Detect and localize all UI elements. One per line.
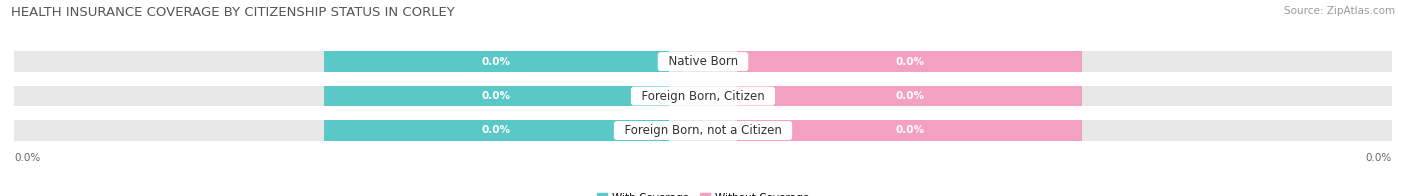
Text: Foreign Born, not a Citizen: Foreign Born, not a Citizen [617, 124, 789, 137]
Bar [14, 86, 1392, 106]
Text: 0.0%: 0.0% [896, 125, 924, 135]
Text: 0.0%: 0.0% [14, 153, 41, 163]
Text: 0.0%: 0.0% [482, 91, 510, 101]
Text: Foreign Born, Citizen: Foreign Born, Citizen [634, 90, 772, 103]
Text: HEALTH INSURANCE COVERAGE BY CITIZENSHIP STATUS IN CORLEY: HEALTH INSURANCE COVERAGE BY CITIZENSHIP… [11, 6, 456, 19]
Bar [14, 120, 1392, 141]
Text: 0.0%: 0.0% [1365, 153, 1392, 163]
Text: 0.0%: 0.0% [896, 91, 924, 101]
Bar [323, 86, 668, 106]
Text: 0.0%: 0.0% [896, 57, 924, 67]
Bar [738, 120, 1083, 141]
Bar [738, 51, 1083, 72]
Bar [323, 51, 668, 72]
Legend: With Coverage, Without Coverage: With Coverage, Without Coverage [592, 188, 814, 196]
Bar [323, 120, 668, 141]
Bar [738, 86, 1083, 106]
Text: Native Born: Native Born [661, 55, 745, 68]
Text: 0.0%: 0.0% [482, 57, 510, 67]
Text: 0.0%: 0.0% [482, 125, 510, 135]
Bar [14, 51, 1392, 72]
Text: Source: ZipAtlas.com: Source: ZipAtlas.com [1284, 6, 1395, 16]
